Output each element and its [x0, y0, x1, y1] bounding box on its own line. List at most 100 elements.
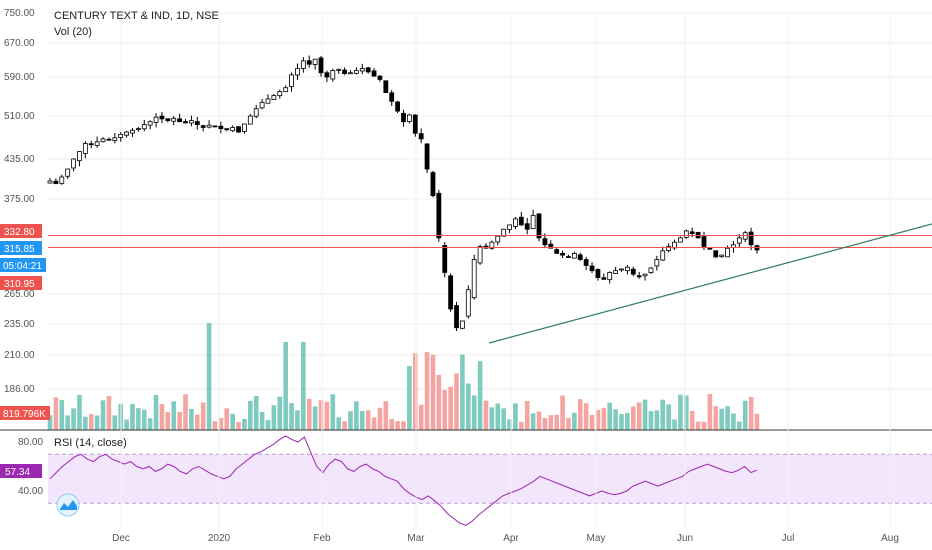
candle-body	[65, 168, 71, 177]
candle-body	[507, 224, 512, 230]
candle-body	[566, 256, 571, 258]
volume-bar	[295, 410, 300, 430]
candle-body	[465, 289, 471, 317]
trend-line[interactable]	[488, 223, 932, 344]
rsi-title: RSI (14, close)	[54, 437, 127, 449]
candle-body	[348, 72, 353, 75]
volume-bar	[200, 402, 206, 430]
volume-bar	[359, 410, 365, 430]
candle-body	[289, 74, 294, 87]
candle-body	[147, 121, 153, 126]
volume-bar	[259, 411, 265, 430]
volume-bar	[189, 408, 194, 430]
volume-bar	[283, 342, 288, 430]
candle-body	[395, 101, 401, 112]
candle-body	[660, 250, 666, 261]
candle-body	[518, 216, 524, 226]
rsi-tick-label: 80.00	[18, 437, 43, 448]
time-tick-label: May	[587, 533, 606, 544]
volume-bar	[519, 421, 524, 430]
svg-text:819.796K: 819.796K	[3, 409, 46, 420]
candle-body	[94, 141, 100, 146]
candle-body	[88, 143, 94, 146]
volume-bar	[454, 373, 459, 430]
volume-bar	[289, 403, 294, 430]
volume-bar	[689, 410, 695, 430]
volume-bar	[566, 417, 571, 430]
volume-bars	[47, 323, 760, 430]
candle-body	[666, 246, 672, 251]
candle-body	[701, 236, 707, 247]
volume-bar	[554, 414, 559, 430]
price-tick-label: 435.00	[4, 154, 35, 165]
volume-bar	[354, 401, 359, 430]
rsi-value-tag: 57.34	[0, 464, 42, 478]
time-tick-label: Jun	[677, 533, 693, 544]
candle-body	[601, 277, 607, 280]
volume-bar	[678, 394, 683, 430]
volume-bar	[253, 395, 259, 430]
volume-bar	[560, 395, 565, 430]
candle-body	[389, 92, 395, 102]
price-tick-label: 375.00	[4, 194, 35, 205]
candle-body	[283, 87, 289, 92]
volume-bar	[442, 389, 448, 430]
candle-body	[47, 180, 53, 184]
candle-body	[678, 237, 683, 243]
candle-body	[365, 67, 371, 73]
volume-bar	[501, 408, 506, 430]
candle-body	[401, 112, 406, 123]
tradingview-cloud-icon[interactable]	[56, 493, 80, 517]
candle-body	[130, 129, 135, 134]
volume-bar	[483, 400, 489, 430]
candle-body	[159, 115, 165, 120]
candle-body	[212, 125, 218, 128]
volume-bar	[159, 404, 165, 430]
volume-bar	[330, 394, 336, 430]
volume-bar	[477, 361, 483, 430]
volume-bar	[542, 417, 548, 430]
candle-body	[277, 91, 283, 97]
time-tick-label: Jul	[782, 533, 795, 544]
candle-body	[224, 128, 230, 131]
candle-body	[100, 138, 106, 143]
time-tick-label: Feb	[313, 533, 331, 544]
candle-body	[53, 180, 59, 185]
volume-bar	[607, 402, 613, 430]
candle-body	[153, 116, 159, 123]
volume-bar	[59, 400, 65, 430]
candle-body	[412, 114, 418, 134]
volume-bar	[466, 383, 471, 430]
volume-bar	[130, 403, 135, 430]
candle-body	[271, 95, 277, 100]
candle-body	[548, 243, 554, 249]
candle-body	[619, 268, 624, 271]
candle-body	[106, 138, 112, 141]
volume-bar	[530, 413, 536, 430]
volume-bar	[489, 407, 495, 430]
candle-body	[642, 273, 648, 277]
chart-title: CENTURY TEXT & IND, 1D, NSE	[54, 10, 219, 22]
candle-body	[648, 267, 654, 273]
candle-body	[707, 247, 713, 250]
volume-bar	[136, 408, 141, 430]
candle-body	[242, 123, 247, 132]
volume-bar	[731, 413, 736, 430]
volume-bar	[171, 401, 177, 430]
volume-bar	[619, 414, 624, 430]
volume-bar	[507, 419, 512, 430]
candle-body	[489, 241, 495, 249]
volume-bar	[77, 394, 82, 430]
svg-text:332.80: 332.80	[4, 227, 35, 238]
volume-bar	[106, 396, 112, 430]
time-tick-label: Mar	[407, 533, 425, 544]
candle-body	[683, 230, 689, 238]
volume-bar	[112, 415, 118, 430]
volume-bar	[748, 396, 754, 430]
volume-bar	[595, 409, 601, 430]
candle-body	[624, 266, 630, 272]
price-tick-label: 186.00	[4, 384, 35, 395]
candle-body	[607, 272, 613, 281]
volume-bar	[660, 399, 666, 430]
